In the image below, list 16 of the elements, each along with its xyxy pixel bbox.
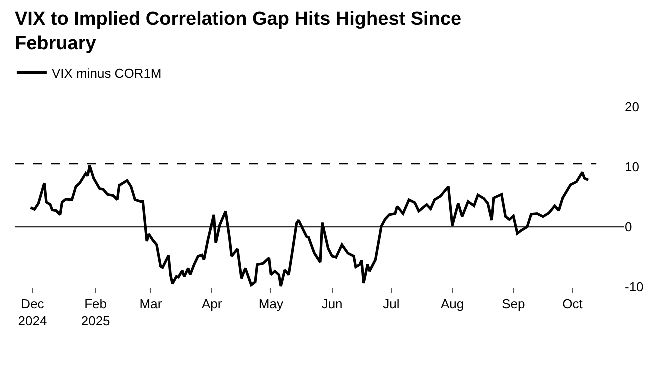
y-tick-label: 20 [625, 100, 640, 115]
y-tick-label: -10 [625, 280, 644, 295]
x-tick-label: Jun [322, 296, 343, 312]
legend-label: VIX minus COR1M [52, 66, 162, 81]
x-tick-label: Sep [502, 296, 526, 312]
x-tick-label: Aug [440, 296, 464, 312]
x-tick-label: Mar [140, 296, 163, 312]
x-tick-label: May [258, 296, 284, 312]
x-tick-label: Apr [202, 296, 223, 312]
x-tick-label: Dec 2024 [18, 296, 48, 328]
x-tick-label: Oct [562, 296, 584, 312]
y-tick-label: 0 [625, 220, 632, 235]
y-tick-label: 10 [625, 160, 640, 175]
x-tick-label: Feb 2025 [81, 296, 110, 328]
chart-title: VIX to Implied Correlation Gap Hits Highest Since February [15, 8, 462, 54]
x-tick-label: Jul [383, 296, 400, 312]
